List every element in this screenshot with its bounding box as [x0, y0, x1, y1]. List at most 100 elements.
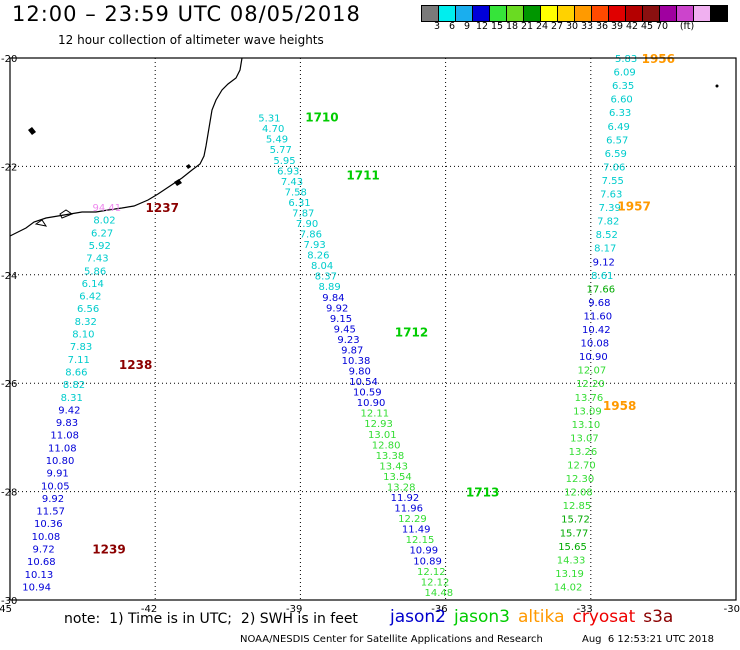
- wave-height-value: 13.43: [379, 461, 408, 472]
- wave-height-value: 7.93: [303, 240, 325, 251]
- y-tick-label: -22: [1, 162, 17, 173]
- wave-height-value: 11.08: [50, 431, 79, 442]
- wave-height-value: 13.01: [368, 430, 397, 441]
- wave-height-value: 11.57: [36, 507, 65, 518]
- wave-height-value: 8.89: [319, 282, 341, 293]
- wave-height-value: 13.07: [570, 433, 599, 444]
- wave-height-value: 5.77: [270, 145, 292, 156]
- wave-height-value: 17.66: [586, 284, 615, 295]
- x-tick-label: -42: [141, 604, 157, 615]
- wave-height-value: 9.45: [334, 324, 356, 335]
- wave-height-value: 4.70: [262, 124, 284, 135]
- wave-height-value: 12.70: [567, 461, 596, 472]
- pass-time-label: 1712: [395, 326, 428, 340]
- wave-height-value: 11.08: [48, 443, 77, 454]
- wave-height-value: 10.38: [342, 356, 371, 367]
- generated-timestamp: Aug 6 12:53:21 UTC 2018: [582, 634, 714, 645]
- wave-height-value: 9.12: [593, 257, 615, 268]
- wave-height-value: 5.83: [615, 54, 637, 65]
- wave-height-value: 9.42: [58, 405, 80, 416]
- wave-height-value: 10.08: [32, 532, 61, 543]
- pass-time-label: 1239: [92, 543, 125, 557]
- colorbar-label: (ft): [679, 21, 695, 32]
- pass-time-label: 1957: [617, 199, 650, 213]
- colorbar-label: 33: [580, 21, 594, 32]
- legend-item-jason2: jason2: [390, 607, 446, 627]
- y-tick-label: -30: [1, 596, 17, 607]
- wave-height-value: 12.07: [578, 366, 607, 377]
- x-tick-label: -36: [431, 604, 447, 615]
- wave-height-value: 9.91: [47, 469, 69, 480]
- legend-item-s3a: s3a: [643, 607, 674, 627]
- wave-height-value: 7.39: [599, 203, 621, 214]
- wave-height-value: 6.56: [77, 304, 99, 315]
- wave-height-value: 6.14: [82, 279, 104, 290]
- legend-item-altika: altika: [518, 607, 565, 627]
- pass-time-label: 1713: [466, 486, 499, 500]
- brazil-coastline: [9, 57, 243, 237]
- wave-height-value: 13.76: [575, 393, 604, 404]
- wave-height-value: 9.80: [349, 367, 371, 378]
- wave-height-value: 9.23: [337, 335, 359, 346]
- wave-height-value: 8.66: [65, 367, 87, 378]
- wave-height-value: 10.05: [41, 481, 70, 492]
- small-island: [186, 164, 191, 169]
- wave-height-value: 8.31: [61, 393, 83, 404]
- pass-time-label: 1958: [603, 399, 636, 413]
- wave-height-value: 6.57: [606, 135, 628, 146]
- x-tick-label: -30: [724, 604, 740, 615]
- coastline-layer: [9, 57, 719, 237]
- wave-height-value: 6.33: [609, 108, 631, 119]
- wave-height-value: 7.43: [281, 177, 303, 188]
- wave-height-value: 9.92: [42, 494, 64, 505]
- legend-item-cryosat: cryosat: [572, 607, 636, 627]
- wave-height-value: 8.82: [63, 380, 85, 391]
- wave-height-value: 7.06: [603, 162, 625, 173]
- wave-height-value: 6.31: [288, 198, 310, 209]
- coastal-island: [174, 179, 182, 186]
- colorbar-label: 30: [565, 21, 579, 32]
- wave-height-value: 7.83: [70, 342, 92, 353]
- wave-height-value: 12.11: [361, 409, 390, 420]
- coast-inlet: [34, 209, 74, 227]
- wave-height-value: 9.68: [588, 298, 610, 309]
- wave-height-value: 6.27: [91, 228, 113, 239]
- wave-height-value: 6.93: [277, 166, 299, 177]
- wave-height-value: 13.54: [383, 472, 412, 483]
- wave-height-value: 13.38: [376, 451, 405, 462]
- wave-height-value: 8.26: [307, 251, 329, 262]
- colorbar-label: 6: [448, 21, 456, 32]
- wave-height-value: 13.26: [569, 447, 598, 458]
- footer-note: note: 1) Time is in UTC; 2) SWH is in fe…: [64, 611, 358, 627]
- wave-height-value: 11.92: [391, 493, 420, 504]
- wave-height-value: 5.86: [84, 266, 106, 277]
- colorbar-label: 70: [655, 21, 669, 32]
- x-tick-label: -45: [0, 604, 12, 615]
- wave-height-value: 11.49: [402, 525, 431, 536]
- wave-height-value: 8.52: [596, 230, 618, 241]
- wave-height-value: 10.90: [357, 398, 386, 409]
- wave-height-value: 12.12: [417, 567, 446, 578]
- trindade-island: [715, 84, 719, 88]
- legend-item-jason3: jason3: [454, 607, 510, 627]
- wave-height-value: 10.08: [581, 339, 610, 350]
- wave-height-value: 13.10: [572, 420, 601, 431]
- wave-height-value: 12.20: [576, 379, 605, 390]
- wave-height-value: 9.15: [330, 314, 352, 325]
- colorbar-label: 18: [505, 21, 519, 32]
- wave-height-value: 14.33: [557, 555, 586, 566]
- wave-height-value: 10.94: [22, 582, 51, 593]
- wave-height-value: 8.37: [315, 272, 337, 283]
- plot-frame: [9, 57, 737, 601]
- wave-height-value: 10.80: [46, 456, 75, 467]
- wave-height-value: 5.31: [258, 114, 280, 125]
- wave-height-value: 15.65: [558, 542, 587, 553]
- wave-height-value: 13.19: [555, 569, 584, 580]
- wave-height-value: 11.60: [584, 311, 613, 322]
- wave-height-value: 10.89: [413, 556, 442, 567]
- pass-time-label: 1711: [346, 169, 379, 183]
- x-tick-label: -39: [286, 604, 302, 615]
- wave-height-value: 13.09: [573, 406, 602, 417]
- pass-time-label: 1710: [305, 111, 338, 125]
